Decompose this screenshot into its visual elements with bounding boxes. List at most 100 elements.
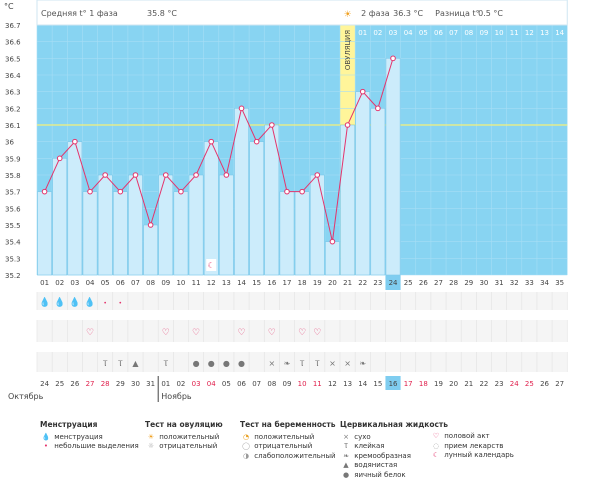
cycle-day-label: 30 (479, 279, 488, 287)
cycle-day-label: 17 (283, 279, 292, 287)
legend-item: × сухо (340, 433, 448, 443)
temperature-bar (249, 141, 265, 276)
cycle-day-label: 35 (555, 279, 564, 287)
phase2-day-number: 08 (464, 29, 473, 37)
egg-white-icon: ● (342, 470, 350, 479)
legend-item: ◔ положительный (240, 433, 336, 443)
temperature-bar (97, 174, 113, 276)
drop-icon: 💧 (84, 296, 95, 308)
fluid-icon: ● (238, 359, 245, 368)
creamy-icon: ❧ (343, 451, 349, 460)
phase2-day-number: 02 (373, 29, 382, 37)
legend-item: • небольшие выделения (40, 442, 139, 452)
legend-label: клейкая (354, 442, 385, 450)
fluid-icon: ❧ (284, 359, 291, 368)
y-tick-label: 35.8 (5, 172, 21, 180)
temperature-bar (37, 191, 52, 276)
legend-item: ● яичный белок (340, 471, 448, 481)
phase2-day-number: 03 (389, 29, 398, 37)
temperature-bar (219, 174, 234, 276)
temperature-point (72, 138, 78, 145)
calendar-date: 02 (176, 380, 185, 388)
temperature-bar (67, 141, 83, 276)
y-tick-label: 35.9 (5, 155, 21, 163)
calendar-date: 21 (464, 380, 473, 388)
calendar-date: 10 (298, 380, 307, 388)
phase2-day-number: 01 (358, 29, 367, 37)
cycle-day-label: 16 (267, 279, 276, 287)
legend-label: лунный календарь (444, 451, 514, 459)
temperature-point (87, 188, 93, 195)
calendar-date: 14 (358, 380, 367, 388)
legend-label: положительный (159, 432, 220, 441)
y-tick-label: 35.3 (5, 255, 21, 263)
temperature-point (117, 188, 124, 195)
cycle-day-label: 29 (464, 279, 473, 287)
cycle-day-label: 09 (161, 279, 170, 287)
temperature-bar (234, 108, 249, 276)
test-weak-icon: ◑ (242, 451, 250, 460)
legend-label: отрицательный (254, 442, 313, 450)
fluid-icon: ● (193, 359, 200, 368)
y-tick-label: 35.5 (5, 222, 21, 230)
legend-title: Менструация (40, 420, 98, 429)
drop-icon: 💧 (54, 296, 65, 308)
cycle-day-label: 19 (313, 279, 322, 287)
phase2-day-number: 13 (540, 29, 549, 37)
temperature-point (299, 188, 305, 195)
calendar-date: 27 (86, 380, 95, 388)
temperature-point (390, 55, 396, 62)
moon-marker-bg (206, 259, 217, 271)
calendar-date: 08 (267, 380, 276, 388)
calendar-date: 13 (343, 380, 352, 388)
legend-label: слабоположительный (254, 451, 336, 460)
temperature-point (162, 172, 169, 178)
cycle-day-label: 25 (404, 279, 413, 287)
cycle-day-label: 03 (70, 279, 79, 287)
calendar-date: 04 (207, 380, 216, 388)
cycle-day-label: 05 (101, 279, 110, 287)
temperature-bar (355, 91, 371, 276)
cycle-day-label: 11 (192, 279, 201, 287)
calendar-date: 31 (146, 380, 155, 388)
fluid-icon: ● (223, 359, 230, 368)
calendar-date: 03 (192, 380, 201, 388)
legend-item: ◯ отрицательный (240, 442, 336, 452)
drop-icon: 💧 (69, 296, 80, 308)
calendar-date: 29 (116, 380, 125, 388)
legend-label: прием лекарств (444, 441, 504, 450)
calendar-date: 26 (70, 380, 79, 388)
small-drop-icon: • (119, 300, 123, 307)
y-tick-label: 36.2 (5, 105, 21, 113)
legend-item: ☾ лунный календарь (430, 451, 514, 461)
temperature-point (208, 138, 215, 145)
calendar-date: 12 (328, 380, 337, 388)
drop-icon: 💧 (41, 432, 51, 441)
legend-label: небольшие выделения (54, 442, 139, 450)
small-drop-icon: • (43, 442, 49, 450)
y-tick-label: 35.2 (5, 272, 21, 280)
dry-icon: × (343, 432, 349, 441)
legend-item: 💧 менструация (40, 433, 139, 443)
legend-label: яичный белок (354, 470, 406, 479)
legend-title: Цервикальная жидкость (340, 420, 449, 429)
calendar-date: 30 (131, 380, 140, 388)
phase2-day-number: 06 (434, 29, 443, 37)
fluid-icon: × (329, 359, 336, 368)
cycle-day-label: 33 (525, 279, 534, 287)
y-tick-label: 35.4 (5, 239, 21, 247)
phase1-label: Средняя t° 1 фаза (41, 9, 118, 18)
legend-label: половой акт (444, 432, 490, 440)
legend-title: Тест на овуляцию (145, 420, 223, 429)
drop-icon: 💧 (39, 296, 50, 308)
calendar-date: 09 (283, 380, 292, 388)
phase2-day-number: 14 (555, 29, 564, 37)
cycle-day-label: 02 (55, 279, 64, 287)
calendar-date: 15 (373, 380, 382, 388)
legend-label: сухо (354, 432, 371, 441)
sun-outline-icon: ☼ (147, 442, 155, 450)
fluid-icon: Ⲧ (300, 359, 305, 368)
calendar-date: 16 (389, 380, 398, 388)
sticky-icon: Ⲧ (343, 442, 349, 450)
ovulation-label: ОВУЛЯЦИЯ (344, 30, 352, 70)
